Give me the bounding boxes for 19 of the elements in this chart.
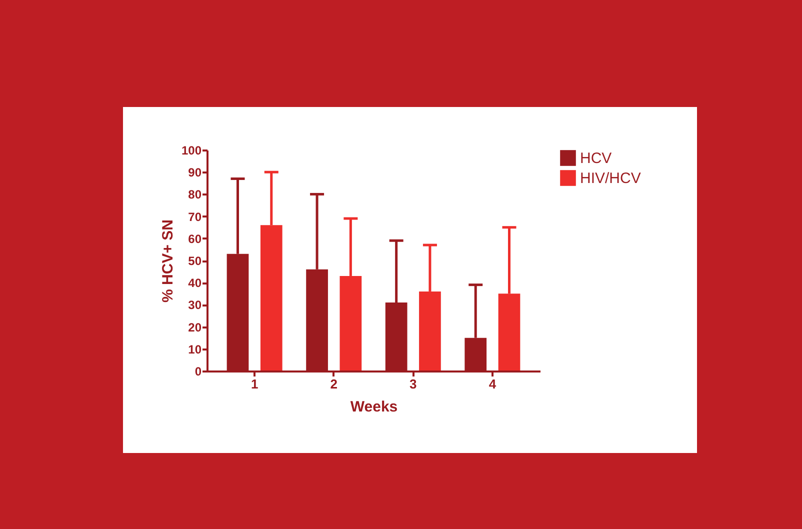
x-axis-title: Weeks bbox=[350, 398, 398, 416]
y-tick-label: 60 bbox=[188, 232, 202, 246]
y-tick-label: 0 bbox=[194, 364, 202, 378]
x-tick-label: 3 bbox=[410, 376, 417, 392]
y-tick-label: 50 bbox=[188, 254, 202, 268]
x-tick-label: 2 bbox=[330, 376, 338, 392]
y-tick-label: 40 bbox=[188, 276, 202, 290]
y-tick-label: 100 bbox=[181, 144, 202, 158]
x-tick-label: 4 bbox=[488, 376, 497, 392]
legend-label: HIV/HCV bbox=[580, 170, 641, 187]
y-tick-label: 20 bbox=[188, 320, 202, 334]
y-tick-label: 10 bbox=[188, 342, 202, 356]
y-tick-label: 30 bbox=[188, 298, 202, 312]
x-tick-label: 1 bbox=[250, 376, 258, 392]
y-tick-label: 90 bbox=[188, 166, 202, 180]
y-tick-label: 70 bbox=[188, 210, 202, 224]
legend-label: HCV bbox=[580, 150, 612, 167]
y-tick-label: 80 bbox=[188, 188, 202, 202]
y-axis-title: % HCV+ SN bbox=[159, 220, 176, 302]
